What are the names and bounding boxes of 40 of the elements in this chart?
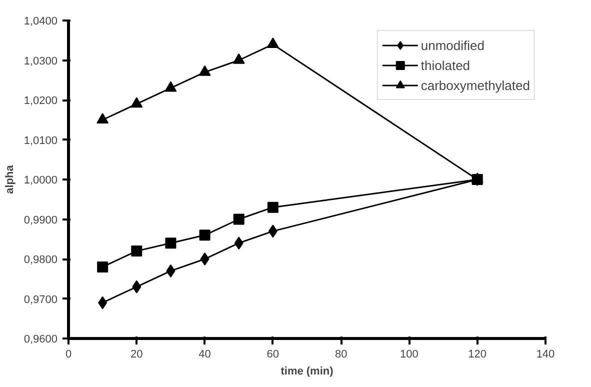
y-tick-label: 0,9800 xyxy=(24,254,58,266)
y-axis-title: alpha xyxy=(4,164,16,194)
y-tick-label: 1,0400 xyxy=(24,16,58,28)
point xyxy=(98,296,108,310)
point xyxy=(234,236,244,250)
x-tick-label: 40 xyxy=(198,348,211,360)
y-tick-label: 0,9700 xyxy=(24,294,58,306)
point xyxy=(199,230,210,241)
point xyxy=(97,261,108,272)
y-tick-label: 1,0300 xyxy=(24,55,58,68)
x-tick-label: 120 xyxy=(468,348,487,360)
point xyxy=(266,38,279,48)
x-tick-label: 20 xyxy=(130,348,143,360)
y-tick-label: 0,9600 xyxy=(24,334,58,346)
x-tick-label: 60 xyxy=(266,348,280,360)
x-tick-label: 0 xyxy=(65,348,72,360)
legend-label: thiolated xyxy=(420,58,470,72)
legend-label: unmodified xyxy=(420,38,484,52)
point xyxy=(198,65,211,76)
point xyxy=(131,246,142,257)
point xyxy=(165,238,176,249)
point xyxy=(232,53,245,64)
point xyxy=(96,113,109,124)
point xyxy=(130,97,143,108)
point xyxy=(268,224,278,238)
x-tick-label: 100 xyxy=(400,348,418,360)
x-axis-title: time (min) xyxy=(280,366,334,378)
point xyxy=(166,264,176,278)
point xyxy=(200,252,210,266)
y-tick-label: 1,0100 xyxy=(24,134,58,147)
point xyxy=(233,214,244,225)
y-tick-label: 1,0000 xyxy=(24,174,58,186)
point xyxy=(267,202,278,213)
y-tick-label: 1,0200 xyxy=(24,95,58,107)
point xyxy=(164,81,177,92)
x-tick-label: 80 xyxy=(334,348,348,360)
x-tick-label: 140 xyxy=(536,348,555,360)
legend-label: carboxymethylated xyxy=(420,78,530,92)
y-tick-label: 0,9900 xyxy=(24,214,58,226)
point xyxy=(132,280,142,294)
